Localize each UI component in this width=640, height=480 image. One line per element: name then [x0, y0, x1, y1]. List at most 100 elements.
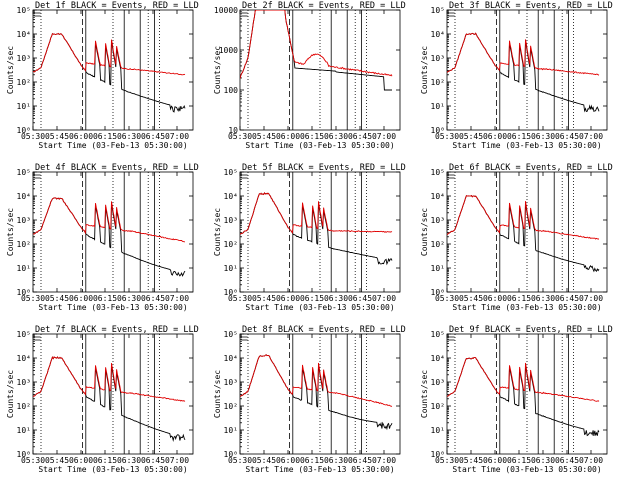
y-tick-label: 10⁰ [431, 288, 445, 297]
top-indicator [34, 174, 41, 179]
lld-series-line [33, 32, 186, 76]
x-tick-label: 05:30 [435, 294, 459, 303]
x-tick-label: 06:15 [300, 132, 324, 141]
x-tick-label: 05:45 [252, 456, 276, 465]
x-tick-label: 06:00 [69, 456, 93, 465]
x-axis-label: Start Time (03-Feb-13 05:30:00) [452, 465, 601, 474]
x-tick-label: 06:00 [483, 456, 507, 465]
panel-title: Det 7f BLACK = Events, RED = LLD [35, 325, 199, 335]
x-tick-label: 06:45 [555, 132, 579, 141]
x-tick-label: 06:30 [324, 456, 348, 465]
y-tick-label: 10¹ [224, 264, 238, 273]
y-tick-label: 10⁰ [17, 450, 31, 459]
y-tick-label: 10² [17, 78, 31, 87]
x-tick-label: 06:00 [69, 294, 93, 303]
x-tick-label: 07:00 [165, 132, 189, 141]
y-tick-label: 10 [228, 126, 238, 135]
y-tick-label: 10⁵ [224, 168, 238, 177]
events-series-line [447, 195, 600, 273]
y-axis-label: Counts/sec [213, 370, 222, 418]
x-tick-label: 05:45 [252, 294, 276, 303]
x-tick-label: 06:45 [141, 456, 165, 465]
y-tick-label: 10⁵ [431, 168, 445, 177]
x-tick-label: 06:45 [348, 132, 372, 141]
y-tick-label: 10⁵ [431, 6, 445, 15]
panel-det-4f: Det 4f BLACK = Events, RED = LLD 05:30 05:… [6, 163, 199, 312]
y-tick-label: 10³ [431, 378, 445, 387]
lld-series-line [240, 192, 393, 235]
x-tick-label: 06:00 [69, 132, 93, 141]
panel-title: Det 1f BLACK = Events, RED = LLD [35, 1, 199, 11]
y-tick-label: 10⁰ [431, 126, 445, 135]
y-axis-label: Counts/sec [6, 370, 15, 418]
x-tick-label: 06:15 [507, 294, 531, 303]
x-tick-label: 06:15 [300, 294, 324, 303]
x-axis-label: Start Time (03-Feb-13 05:30:00) [245, 303, 394, 312]
y-tick-label: 10⁴ [17, 30, 31, 39]
y-axis-label: Counts/sec [6, 208, 15, 256]
x-tick-label: 07:00 [165, 456, 189, 465]
y-tick-label: 1000 [219, 46, 238, 55]
y-axis-label: Counts/sec [213, 46, 222, 94]
y-tick-label: 10⁵ [17, 330, 31, 339]
top-indicator [34, 336, 41, 341]
y-axis-label: Counts/sec [420, 46, 429, 94]
x-tick-label: 06:15 [300, 456, 324, 465]
top-indicator [448, 336, 455, 341]
y-axis-label: Counts/sec [213, 208, 222, 256]
x-tick-label: 05:45 [459, 132, 483, 141]
panel-det-9f: Det 9f BLACK = Events, RED = LLD 05:30 05:… [420, 325, 613, 474]
y-tick-label: 10² [431, 240, 445, 249]
lld-series-line [240, 10, 393, 79]
y-tick-label: 10¹ [431, 426, 445, 435]
x-tick-label: 06:15 [507, 456, 531, 465]
panel-det-6f: Det 6f BLACK = Events, RED = LLD 05:30 05:… [420, 163, 613, 312]
lld-series-line [447, 32, 600, 76]
x-tick-label: 06:30 [324, 294, 348, 303]
y-tick-label: 10³ [431, 216, 445, 225]
x-tick-label: 06:30 [531, 456, 555, 465]
y-axis-label: Counts/sec [6, 46, 15, 94]
x-tick-label: 05:45 [45, 132, 69, 141]
y-tick-label: 10² [17, 402, 31, 411]
panel-det-5f: Det 5f BLACK = Events, RED = LLD 05:30 05:… [213, 163, 406, 312]
panel-det-1f: Det 1f BLACK = Events, RED = LLD 05:30 05:… [6, 1, 199, 150]
x-tick-label: 07:00 [372, 294, 396, 303]
x-tick-label: 05:30 [228, 132, 252, 141]
y-tick-label: 10¹ [17, 264, 31, 273]
y-tick-label: 10⁵ [17, 168, 31, 177]
x-tick-label: 06:00 [483, 132, 507, 141]
x-tick-label: 07:00 [579, 456, 603, 465]
panel-title: Det 5f BLACK = Events, RED = LLD [242, 163, 406, 173]
x-tick-label: 06:30 [531, 132, 555, 141]
x-tick-label: 06:00 [276, 132, 300, 141]
x-tick-label: 05:30 [228, 456, 252, 465]
x-tick-label: 07:00 [372, 132, 396, 141]
y-tick-label: 10³ [17, 54, 31, 63]
events-series-line [33, 356, 186, 442]
top-indicator [34, 12, 41, 17]
x-tick-label: 06:45 [555, 456, 579, 465]
x-tick-label: 05:30 [21, 294, 45, 303]
x-tick-label: 05:30 [228, 294, 252, 303]
panel-title: Det 4f BLACK = Events, RED = LLD [35, 163, 199, 173]
y-tick-label: 10⁰ [224, 288, 238, 297]
x-tick-label: 06:00 [276, 456, 300, 465]
panel-det-7f: Det 7f BLACK = Events, RED = LLD 05:30 05:… [6, 325, 199, 474]
y-axis-label: Counts/sec [420, 370, 429, 418]
x-axis-label: Start Time (03-Feb-13 05:30:00) [38, 141, 187, 150]
x-tick-label: 06:45 [348, 294, 372, 303]
lld-series-line [33, 197, 185, 243]
y-tick-label: 10⁵ [17, 6, 31, 15]
x-tick-label: 05:45 [45, 294, 69, 303]
y-tick-label: 10¹ [224, 426, 238, 435]
y-tick-label: 10⁴ [431, 354, 445, 363]
y-tick-label: 10⁴ [431, 30, 445, 39]
x-axis-label: Start Time (03-Feb-13 05:30:00) [38, 465, 187, 474]
x-tick-label: 06:15 [93, 456, 117, 465]
y-tick-label: 10³ [431, 54, 445, 63]
y-tick-label: 10¹ [17, 102, 31, 111]
x-tick-label: 07:00 [579, 132, 603, 141]
y-tick-label: 10000 [214, 6, 238, 15]
